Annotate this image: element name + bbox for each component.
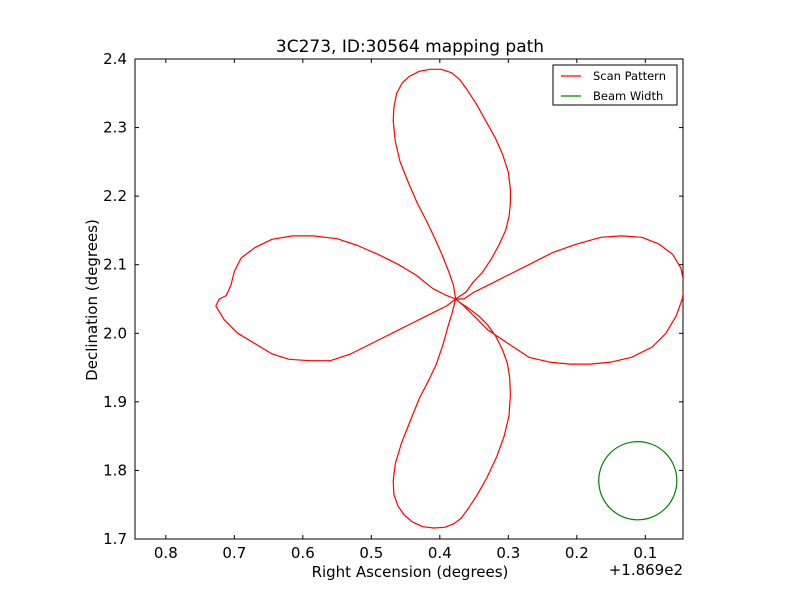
chart-title: 3C273, ID:30564 mapping path bbox=[276, 37, 544, 57]
x-axis-offset-label: +1.869e2 bbox=[609, 561, 683, 579]
x-tick-label: 0.7 bbox=[222, 544, 246, 562]
y-tick-label: 1.8 bbox=[103, 461, 127, 479]
axes-frame bbox=[134, 58, 684, 540]
beam-width-circle bbox=[598, 441, 678, 521]
axes: 0.8 0.7 0.6 0.5 0.4 0.3 0.2 0.1 1.7 1.8 1.9 2.0 2.1 2… bbox=[103, 50, 684, 562]
y-tick-label: 1.7 bbox=[103, 530, 127, 548]
y-tick-label: 1.9 bbox=[103, 393, 127, 411]
x-tick-label: 0.6 bbox=[291, 544, 315, 562]
x-tick-label: 0.1 bbox=[633, 544, 657, 562]
x-tick-label: 0.5 bbox=[359, 544, 383, 562]
legend: Scan Pattern Beam Width bbox=[552, 64, 678, 106]
y-tick-label: 2.2 bbox=[103, 187, 127, 205]
x-tick-label: 0.3 bbox=[496, 544, 520, 562]
x-tick-label: 0.8 bbox=[154, 544, 178, 562]
legend-entry: Scan Pattern bbox=[593, 69, 666, 83]
x-axis-label: Right Ascension (degrees) bbox=[312, 563, 509, 581]
y-tick-label: 2.4 bbox=[103, 50, 127, 68]
y-tick-label: 2.1 bbox=[103, 256, 127, 274]
legend-box bbox=[552, 64, 678, 106]
plot-area bbox=[215, 68, 683, 529]
y-tick-label: 2.0 bbox=[103, 324, 127, 342]
y-axis-label: Declination (degrees) bbox=[83, 219, 101, 381]
x-tick-label: 0.4 bbox=[428, 544, 452, 562]
x-tick-label: 0.2 bbox=[565, 544, 589, 562]
legend-entry: Beam Width bbox=[593, 89, 663, 103]
scan-pattern-line bbox=[215, 68, 683, 529]
y-tick-label: 2.3 bbox=[103, 119, 127, 137]
